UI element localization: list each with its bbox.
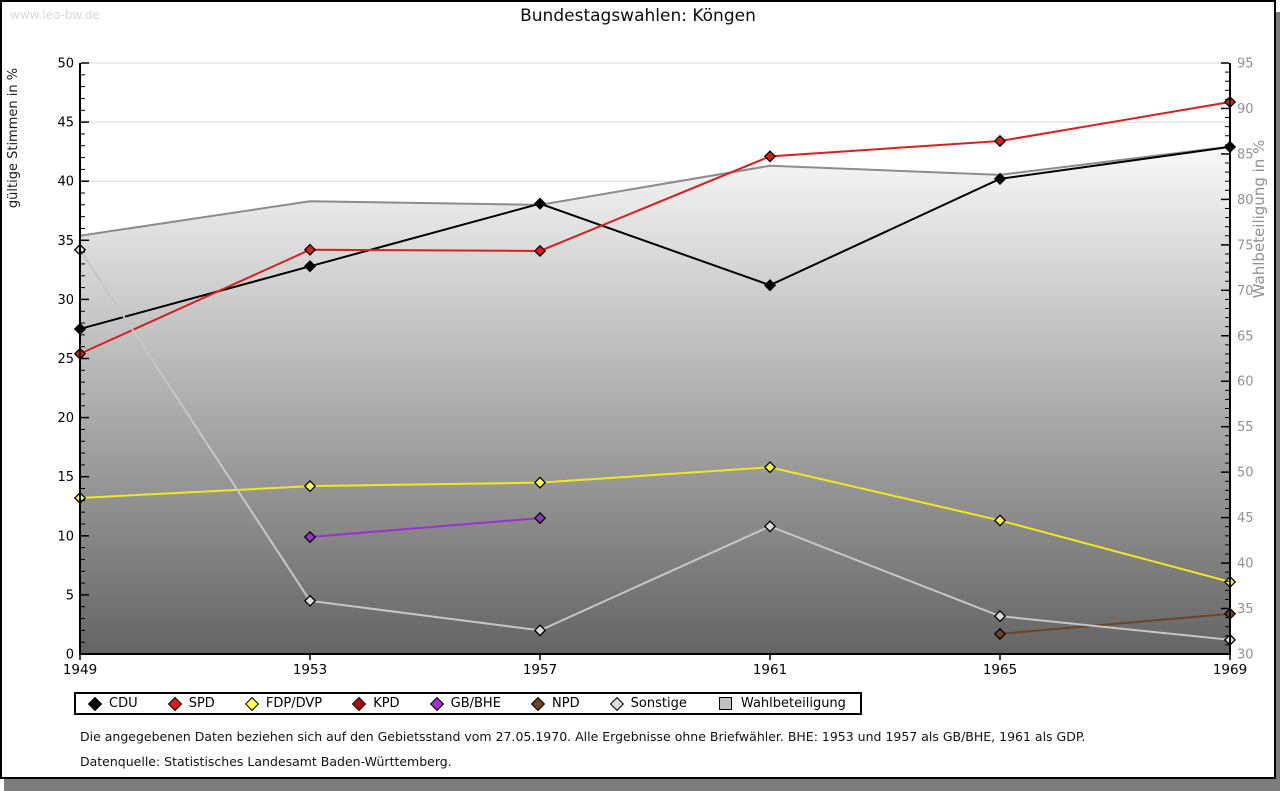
svg-text:25: 25 bbox=[57, 352, 74, 367]
marker-fdp-dvp bbox=[993, 514, 1007, 527]
diamond-marker-icon bbox=[167, 696, 182, 711]
svg-text:50: 50 bbox=[57, 57, 74, 72]
legend-item-kpd: KPD bbox=[352, 696, 400, 711]
legend-item-fdp-dvp: FDP/DVP bbox=[244, 696, 323, 711]
legend-item-wahlbeteiligung: Wahlbeteiligung bbox=[718, 696, 846, 711]
marker-sonstige bbox=[763, 520, 777, 533]
svg-text:5: 5 bbox=[66, 588, 74, 603]
svg-text:70: 70 bbox=[1237, 284, 1254, 299]
series-gb-bhe bbox=[303, 511, 547, 544]
svg-text:95: 95 bbox=[1237, 57, 1254, 72]
axes bbox=[79, 63, 1231, 655]
svg-text:1953: 1953 bbox=[293, 662, 327, 678]
svg-text:10: 10 bbox=[57, 529, 74, 544]
watermark: www.leo-bw.de bbox=[10, 8, 100, 22]
legend-label: GB/BHE bbox=[450, 696, 501, 711]
marker-spd bbox=[533, 244, 547, 258]
svg-text:0: 0 bbox=[66, 648, 74, 663]
marker-cdu bbox=[303, 260, 317, 273]
legend: CDU SPD FDP/DVP KPD GB/BHE NPD Sonstige Wahlbet… bbox=[74, 692, 862, 715]
svg-text:1965: 1965 bbox=[983, 662, 1017, 678]
diamond-marker-icon bbox=[530, 696, 546, 711]
y-axis-right-labels: 30 35 40 45 50 55 60 65 70 75 80 85 90 95 bbox=[1221, 57, 1254, 663]
marker-fdp-dvp bbox=[533, 476, 547, 489]
svg-text:45: 45 bbox=[57, 116, 74, 131]
marker-fdp-dvp bbox=[763, 461, 777, 474]
marker-npd bbox=[993, 627, 1007, 641]
svg-text:30: 30 bbox=[57, 293, 74, 308]
diamond-marker-icon bbox=[429, 696, 444, 711]
diamond-marker-icon bbox=[87, 696, 103, 711]
svg-text:1969: 1969 bbox=[1213, 662, 1247, 678]
y-axis-left-labels: 0 5 10 15 20 25 30 35 40 45 50 bbox=[57, 57, 89, 663]
y-axis-right-title: Wahlbeteiligung in % bbox=[1250, 140, 1268, 299]
marker-fdp-dvp bbox=[303, 480, 317, 493]
wahlbeteiligung-outline bbox=[79, 145, 1231, 237]
legend-label: NPD bbox=[552, 696, 580, 711]
svg-text:60: 60 bbox=[1237, 375, 1254, 390]
diamond-marker-icon bbox=[609, 696, 624, 711]
page-title: Bundestagswahlen: Köngen bbox=[520, 6, 756, 26]
legend-item-npd: NPD bbox=[530, 696, 580, 711]
footnote-datenquelle: Datenquelle: Statistisches Landesamt Bad… bbox=[80, 754, 452, 769]
marker-cdu bbox=[763, 279, 777, 292]
marker-cdu bbox=[993, 172, 1007, 185]
marker-sonstige bbox=[533, 624, 547, 637]
election-line-chart: 0 5 10 15 20 25 30 35 40 45 50 30 35 40 45 50 55 60 65 70 75… bbox=[6, 57, 1268, 679]
legend-item-spd: SPD bbox=[167, 696, 215, 711]
diamond-marker-icon bbox=[352, 696, 367, 711]
legend-item-gb-bhe: GB/BHE bbox=[429, 696, 501, 711]
diamond-marker-icon bbox=[244, 696, 259, 711]
svg-text:55: 55 bbox=[1237, 420, 1254, 435]
svg-text:1957: 1957 bbox=[523, 662, 557, 678]
svg-text:90: 90 bbox=[1237, 102, 1254, 117]
legend-label: FDP/DVP bbox=[265, 696, 323, 711]
svg-text:65: 65 bbox=[1237, 329, 1254, 344]
svg-text:85: 85 bbox=[1237, 147, 1254, 162]
series-wahlbeteiligung bbox=[79, 145, 1231, 654]
marker-gb-bhe bbox=[303, 530, 317, 544]
svg-text:80: 80 bbox=[1237, 193, 1254, 208]
wahlbeteiligung-area bbox=[80, 146, 1230, 654]
marker-sonstige bbox=[993, 610, 1007, 623]
x-axis-labels: 1949 1953 1957 1961 1965 1969 bbox=[63, 655, 1247, 678]
svg-text:1961: 1961 bbox=[753, 662, 787, 678]
svg-text:15: 15 bbox=[57, 470, 74, 485]
legend-label: CDU bbox=[109, 696, 138, 711]
svg-text:20: 20 bbox=[57, 411, 74, 426]
marker-cdu bbox=[533, 197, 547, 210]
legend-label: Wahlbeteiligung bbox=[740, 696, 846, 711]
svg-text:75: 75 bbox=[1237, 238, 1254, 253]
legend-item-cdu: CDU bbox=[87, 696, 138, 711]
marker-sonstige bbox=[303, 594, 317, 607]
svg-text:40: 40 bbox=[1237, 557, 1254, 572]
svg-text:30: 30 bbox=[1237, 648, 1254, 663]
svg-text:35: 35 bbox=[1237, 602, 1254, 617]
svg-text:35: 35 bbox=[57, 234, 74, 249]
square-marker-icon bbox=[718, 697, 732, 710]
svg-text:40: 40 bbox=[57, 175, 74, 190]
svg-text:45: 45 bbox=[1237, 511, 1254, 526]
marker-spd bbox=[763, 150, 777, 163]
legend-item-sonstige: Sonstige bbox=[609, 696, 687, 711]
marker-gb-bhe bbox=[533, 511, 547, 525]
y-axis-left-title: gültige Stimmen in % bbox=[6, 68, 21, 208]
marker-spd bbox=[303, 243, 317, 256]
svg-text:1949: 1949 bbox=[63, 662, 97, 678]
legend-label: KPD bbox=[373, 696, 400, 711]
legend-label: Sonstige bbox=[630, 696, 687, 711]
footnote-gebietsstand: Die angegebenen Daten beziehen sich auf … bbox=[80, 729, 1086, 744]
svg-text:50: 50 bbox=[1237, 466, 1254, 481]
marker-spd bbox=[993, 134, 1007, 148]
legend-label: SPD bbox=[188, 696, 215, 711]
